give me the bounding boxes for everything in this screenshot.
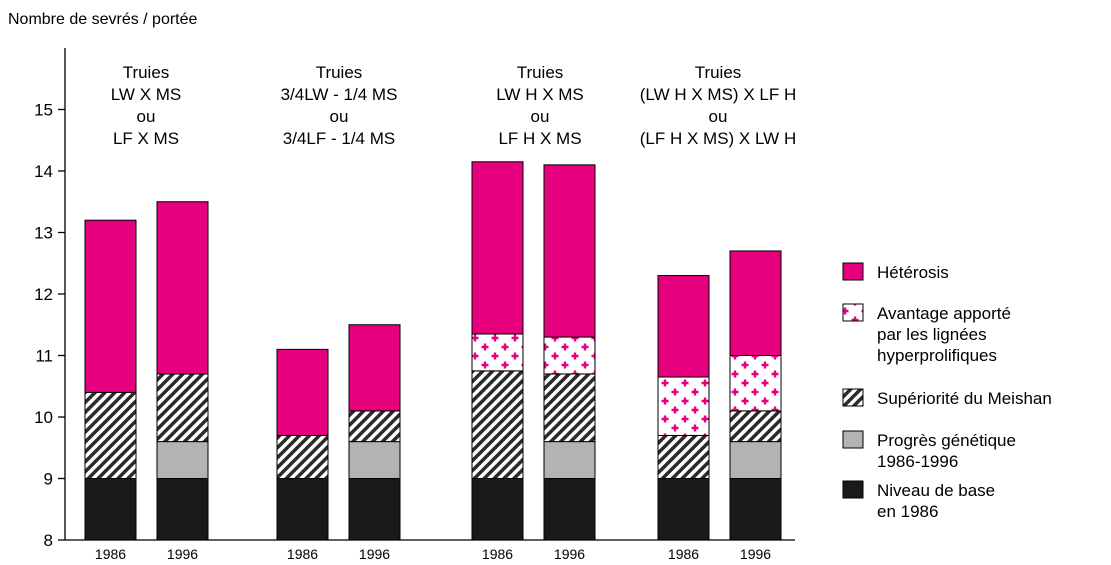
legend-label: en 1986 [877,502,938,521]
y-tick-label: 9 [44,470,53,489]
x-tick-label: 1986 [287,546,318,562]
group-header-line: LF H X MS [498,129,581,148]
legend-label: Supériorité du Meishan [877,389,1052,408]
bar-segment-meishan [276,434,329,480]
bar-segment-meishan [156,373,209,443]
y-tick-label: 12 [34,285,53,304]
y-axis-label: Nombre de sevrés / portée [8,11,198,28]
bar-segment-meishan [84,391,137,479]
x-tick-label: 1996 [167,546,198,562]
bar-segment-heterosis [156,201,209,375]
bar-segment-avantage [471,333,524,372]
bar-segment-base [84,478,137,541]
y-tick-label: 8 [44,531,53,550]
group-header-line: Truies [517,63,564,82]
bar-segment-progres [348,441,401,480]
group-header-line: Truies [316,63,363,82]
bar-segment-base [276,478,329,541]
bar-segment-meishan [471,370,524,479]
legend-label: hyperprolifiques [877,346,997,365]
group-header-line: LW X MS [111,85,182,104]
bar-segment-meishan [657,434,710,480]
bar-segment-avantage [729,355,782,412]
legend-swatch-base [842,480,864,499]
bar-segment-meishan [543,373,596,443]
x-tick-label: 1996 [740,546,771,562]
bar-segment-meishan [729,410,782,443]
bar-segment-base [543,478,596,541]
bar-segment-heterosis [276,348,329,436]
bar-segment-base [348,478,401,541]
group-headers: Truies LW X MS ou LF X MS Truies 3/4LW - 1/4 … [111,63,797,148]
group-header-line: ou [709,107,728,126]
x-tick-label: 1996 [554,546,585,562]
bar-segment-base [156,478,209,541]
y-tick-label: 14 [34,162,53,181]
bar-segment-progres [729,441,782,480]
legend-label: Avantage apporté [877,304,1011,323]
group-header-line: LW H X MS [496,85,584,104]
bar-segment-base [471,478,524,541]
bar-segment-heterosis [543,164,596,338]
group-header-line: 3/4LF - 1/4 MS [283,129,395,148]
group-header-line: ou [330,107,349,126]
x-tick-label: 1986 [668,546,699,562]
group-header-line: Truies [123,63,170,82]
x-tick-label: 1996 [359,546,390,562]
bar-segment-progres [543,441,596,480]
group-header-line: ou [531,107,550,126]
bar-segment-base [657,478,710,541]
legend-swatch-meishan [842,388,864,407]
y-tick-label: 15 [34,101,53,120]
legend-swatch-heterosis [842,262,864,281]
group-header-line: ou [137,107,156,126]
y-tick-label: 11 [35,347,53,366]
group-header-line: (LW H X MS) X LF H [640,85,796,104]
x-tick-labels: 1986 1996 1986 1996 1986 1996 1986 1996 [95,546,771,562]
group-header-line: LF X MS [113,129,179,148]
group-header-line: Truies [695,63,742,82]
bar-segment-meishan [348,410,401,443]
legend: Hétérosis Avantage apporté par les lignées… [842,262,1052,521]
legend-label: 1986-1996 [877,452,958,471]
bar-segment-heterosis [657,275,710,378]
bar-segment-avantage [543,336,596,375]
legend-label: Niveau de base [877,481,995,500]
bar-segment-progres [156,441,209,480]
legend-label: Hétérosis [877,263,949,282]
bar-segment-heterosis [348,324,401,412]
x-tick-label: 1986 [95,546,126,562]
bar-segment-heterosis [471,161,524,335]
bar-segment-base [729,478,782,541]
legend-swatch-progres [842,430,864,449]
bar-segment-heterosis [84,219,137,393]
bar-segment-heterosis [729,250,782,356]
legend-label: par les lignées [877,325,987,344]
y-tick-label: 10 [34,408,53,427]
bars [84,161,782,541]
group-header-line: (LF H X MS) X LW H [640,129,796,148]
legend-swatch-avantage [842,303,864,322]
legend-label: Progrès génétique [877,431,1016,450]
bar-segment-avantage [657,376,710,436]
y-tick-label: 13 [34,224,53,243]
group-header-line: 3/4LW - 1/4 MS [281,85,398,104]
x-tick-label: 1986 [482,546,513,562]
